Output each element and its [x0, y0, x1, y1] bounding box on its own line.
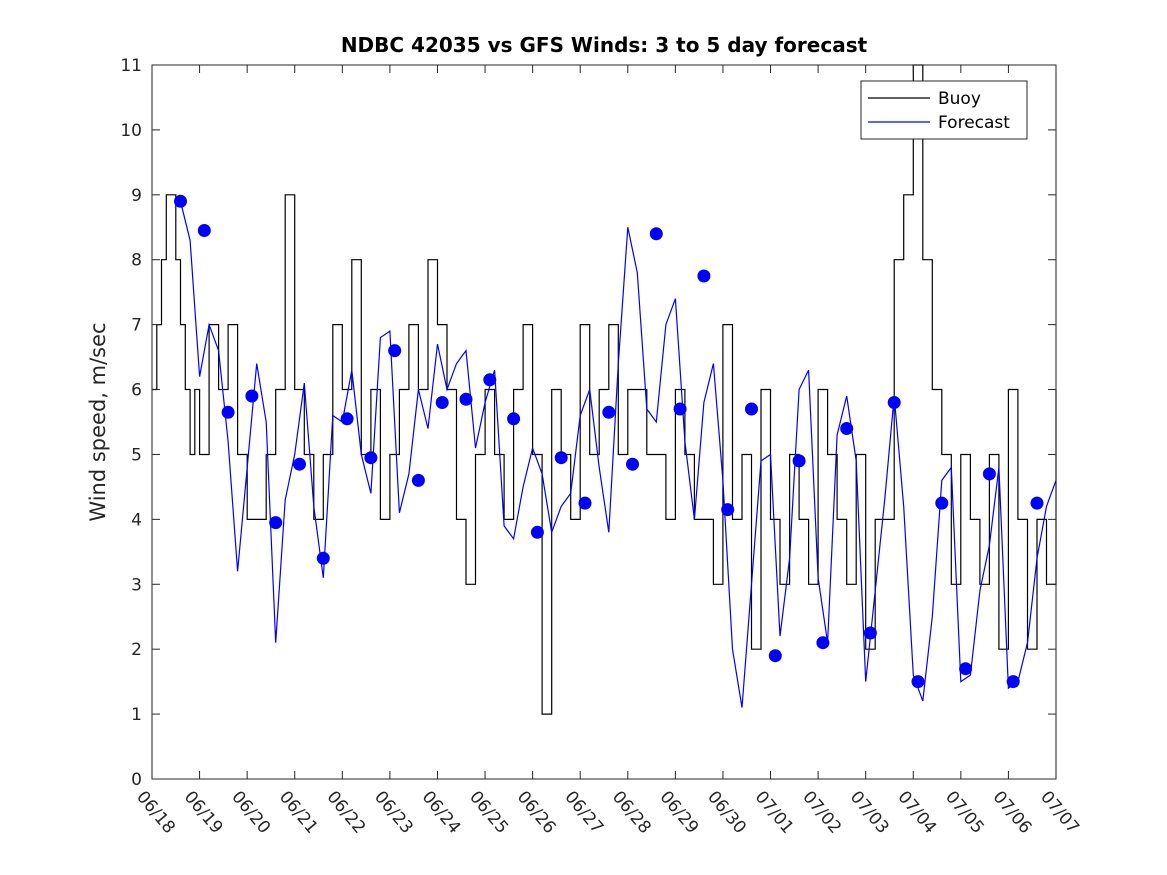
x-tick-label: 06/20 — [227, 787, 274, 837]
y-tick-label: 3 — [131, 575, 142, 595]
y-tick-label: 2 — [131, 640, 142, 660]
x-tick-label: 06/24 — [418, 787, 465, 837]
forecast-marker — [554, 451, 568, 465]
forecast-marker — [293, 457, 306, 471]
y-tick-label: 5 — [131, 445, 142, 465]
forecast-marker — [768, 649, 782, 663]
legend-label-buoy: Buoy — [938, 89, 981, 109]
forecast-marker — [721, 503, 735, 517]
forecast-marker — [602, 405, 616, 419]
forecast-marker — [364, 451, 378, 465]
forecast-marker — [816, 636, 830, 650]
forecast-marker — [435, 396, 449, 409]
chart-title: NDBC 42035 vs GFS Winds: 3 to 5 day fore… — [341, 33, 868, 57]
forecast-marker — [745, 402, 758, 416]
y-axis: 0 1 2 3 4 5 6 7 8 9 10 11 — [120, 56, 1056, 790]
forecast-marker — [530, 525, 544, 539]
forecast-marker — [697, 269, 711, 283]
x-tick-label: 06/27 — [560, 787, 607, 837]
y-tick-label: 9 — [131, 186, 142, 206]
forecast-marker — [507, 412, 521, 426]
y-tick-label: 1 — [131, 705, 142, 725]
forecast-marker — [174, 194, 187, 208]
y-tick-label: 8 — [131, 251, 142, 271]
forecast-marker — [1006, 675, 1020, 689]
x-tick-label: 06/25 — [465, 787, 512, 837]
forecast-marker — [483, 373, 497, 387]
forecast-marker — [863, 626, 877, 640]
y-tick-label: 6 — [131, 381, 142, 401]
forecast-marker — [578, 496, 592, 510]
forecast-line — [179, 201, 1057, 708]
x-tick-label: 06/30 — [703, 787, 750, 837]
forecast-marker — [269, 516, 283, 530]
forecast-marker — [911, 675, 925, 689]
forecast-marker — [792, 454, 806, 468]
plot-area — [151, 64, 1057, 780]
x-tick-label: 07/04 — [893, 787, 940, 837]
x-tick-label: 06/29 — [656, 787, 703, 837]
x-tick-label: 06/28 — [608, 787, 655, 837]
x-tick-label: 07/07 — [1036, 787, 1083, 837]
legend-box — [860, 80, 1028, 140]
forecast-marker — [459, 392, 473, 406]
buoy-series — [152, 64, 1057, 715]
x-tick-label: 06/21 — [275, 787, 322, 837]
x-tick-label: 07/06 — [989, 787, 1036, 837]
y-tick-label: 4 — [131, 510, 142, 530]
forecast-marker — [887, 396, 901, 409]
axes-box — [151, 64, 1057, 780]
y-tick-label: 10 — [120, 121, 142, 141]
y-tick-label: 11 — [120, 56, 142, 76]
forecast-marker — [316, 551, 330, 565]
forecast-marker — [340, 412, 354, 426]
x-tick-label: 06/23 — [370, 787, 417, 837]
legend-label-forecast: Forecast — [938, 113, 1010, 133]
forecast-marker — [982, 467, 996, 481]
forecast-marker — [626, 457, 639, 471]
forecast-marker — [245, 389, 259, 403]
x-tick-label: 06/18 — [132, 787, 179, 837]
x-tick-label: 06/22 — [322, 787, 369, 837]
forecast-series — [179, 201, 1057, 708]
forecast-marker — [411, 473, 425, 487]
forecast-marker — [673, 402, 687, 416]
x-tick-label: 07/03 — [846, 787, 893, 837]
x-tick-label: 07/05 — [941, 787, 988, 837]
forecast-marker — [197, 224, 211, 237]
x-tick-label: 07/02 — [798, 787, 845, 837]
forecast-marker — [388, 344, 402, 358]
x-tick-label: 07/01 — [751, 787, 798, 837]
forecast-marker — [649, 227, 663, 241]
legend: Buoy Forecast — [860, 80, 1028, 140]
y-axis-label: Wind speed, m/sec — [86, 322, 110, 521]
y-tick-label: 7 — [131, 316, 142, 336]
forecast-marker — [935, 496, 949, 510]
forecast-marker — [840, 422, 854, 435]
forecast-marker — [959, 662, 973, 676]
buoy-line — [152, 64, 1057, 715]
forecast-markers — [174, 194, 1044, 689]
y-tick-label: 0 — [131, 770, 142, 790]
x-tick-label: 06/26 — [513, 787, 560, 837]
forecast-marker — [1030, 496, 1044, 510]
x-tick-label: 06/19 — [180, 787, 227, 837]
forecast-marker — [221, 405, 235, 419]
